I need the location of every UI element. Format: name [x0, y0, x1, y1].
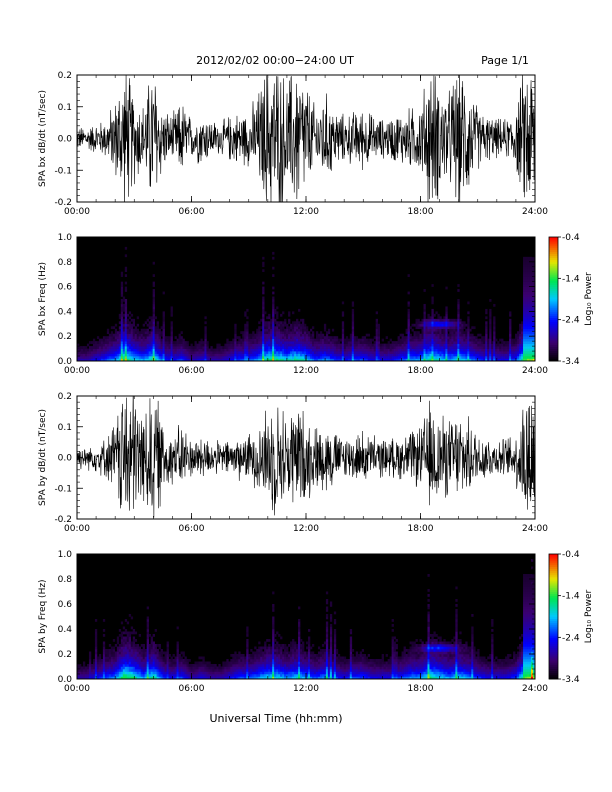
x-tick-label: 12:00 — [293, 366, 319, 376]
x-tick-label: 00:00 — [64, 366, 90, 376]
y-tick-label: 0.1 — [58, 103, 72, 113]
x-tick-label: 18:00 — [408, 684, 434, 694]
y-tick-label: -0.1 — [54, 166, 72, 176]
y-tick-label: 0.0 — [58, 357, 73, 367]
x-tick-label: 00:00 — [64, 207, 90, 217]
colorbar-label: Log₁₀ Power — [584, 272, 594, 326]
y-tick-label: 0.6 — [58, 283, 73, 293]
y-tick-label: 0.4 — [58, 307, 73, 317]
spectrogram-cells — [77, 559, 535, 679]
x-tick-label: 18:00 — [408, 366, 434, 376]
y-tick-label: 0.8 — [58, 575, 73, 585]
x-tick-label: 18:00 — [408, 207, 434, 217]
colorbar-tick-label: -3.4 — [562, 357, 580, 367]
y-tick-label: 0.0 — [58, 675, 73, 685]
y-tick-label: 1.0 — [58, 233, 73, 243]
colorbar-tick-label: -1.4 — [562, 274, 580, 284]
x-tick-label: 00:00 — [64, 684, 90, 694]
panel-3: -0.2 -0.1 0.0 0.1 0.2 00:00 06:00 12:00 18:00 24:… — [38, 392, 548, 534]
y-tick-label: -0.2 — [54, 515, 72, 525]
y-axis-label: SPA by dB/dt (nT/sec) — [38, 409, 48, 506]
y-axis-label: SPA bx Freq (Hz) — [38, 262, 48, 336]
x-tick-label: 00:00 — [64, 524, 90, 534]
colorbar-tick-label: -1.4 — [562, 592, 580, 602]
y-tick-label: 0.2 — [58, 71, 72, 81]
y-tick-label: -0.1 — [54, 484, 72, 494]
x-tick-label: 06:00 — [179, 524, 205, 534]
y-tick-label: 0.2 — [58, 392, 72, 402]
y-tick-label: 0.0 — [58, 135, 73, 145]
y-axis-label: SPA bx dB/dt (nT/sec) — [38, 90, 48, 187]
panel-2: -0.4 -1.4 -2.4 -3.4 Log₁₀ Power 0.0 0.2 0.4 0.6 0… — [38, 233, 594, 376]
x-tick-label: 12:00 — [293, 684, 319, 694]
y-tick-label: 1.0 — [58, 550, 73, 560]
colorbar-tick-label: -0.4 — [562, 233, 580, 243]
x-tick-label: 24:00 — [522, 207, 548, 217]
colorbar: -0.4 -1.4 -2.4 -3.4 Log₁₀ Power — [548, 233, 594, 367]
figure-title: 2012/02/02 00:00−24:00 UT — [196, 54, 354, 67]
colorbar: -0.4 -1.4 -2.4 -3.4 Log₁₀ Power — [548, 550, 594, 685]
page-indicator: Page 1/1 — [481, 54, 529, 67]
x-tick-label: 06:00 — [179, 684, 205, 694]
colorbar-tick-label: -2.4 — [562, 316, 580, 326]
y-tick-label: 0.0 — [58, 454, 73, 464]
y-tick-label: 0.2 — [58, 650, 72, 660]
x-tick-label: 24:00 — [522, 524, 548, 534]
series-line — [77, 396, 535, 518]
x-tick-label: 24:00 — [522, 684, 548, 694]
x-tick-label: 06:00 — [179, 366, 205, 376]
colorbar-tick-label: -3.4 — [562, 675, 580, 685]
y-tick-label: -0.2 — [54, 198, 72, 208]
colorbar-label: Log₁₀ Power — [584, 590, 594, 644]
colorbar-tick-label: -0.4 — [562, 550, 580, 560]
x-tick-label: 12:00 — [293, 524, 319, 534]
panel-1: -0.2 -0.1 0.0 0.1 0.2 00:00 06:00 12:00 18:00 24:… — [38, 71, 548, 217]
x-tick-label: 24:00 — [522, 366, 548, 376]
spectrogram-cells — [77, 246, 535, 361]
y-tick-label: 0.2 — [58, 332, 72, 342]
series-line — [77, 75, 535, 202]
x-tick-label: 06:00 — [179, 207, 205, 217]
y-tick-label: 0.1 — [58, 423, 72, 433]
y-tick-label: 0.8 — [58, 258, 73, 268]
y-axis-label: SPA by Freq (Hz) — [38, 579, 48, 653]
y-tick-label: 0.4 — [58, 625, 73, 635]
panel-4: -0.4 -1.4 -2.4 -3.4 Log₁₀ Power 0.0 0.2 0.4 0.6 0… — [38, 550, 594, 694]
colorbar-tick-label: -2.4 — [562, 633, 580, 643]
y-tick-label: 0.6 — [58, 600, 73, 610]
x-tick-label: 18:00 — [408, 524, 434, 534]
x-axis-label: Universal Time (hh:mm) — [210, 712, 343, 725]
x-tick-label: 12:00 — [293, 207, 319, 217]
